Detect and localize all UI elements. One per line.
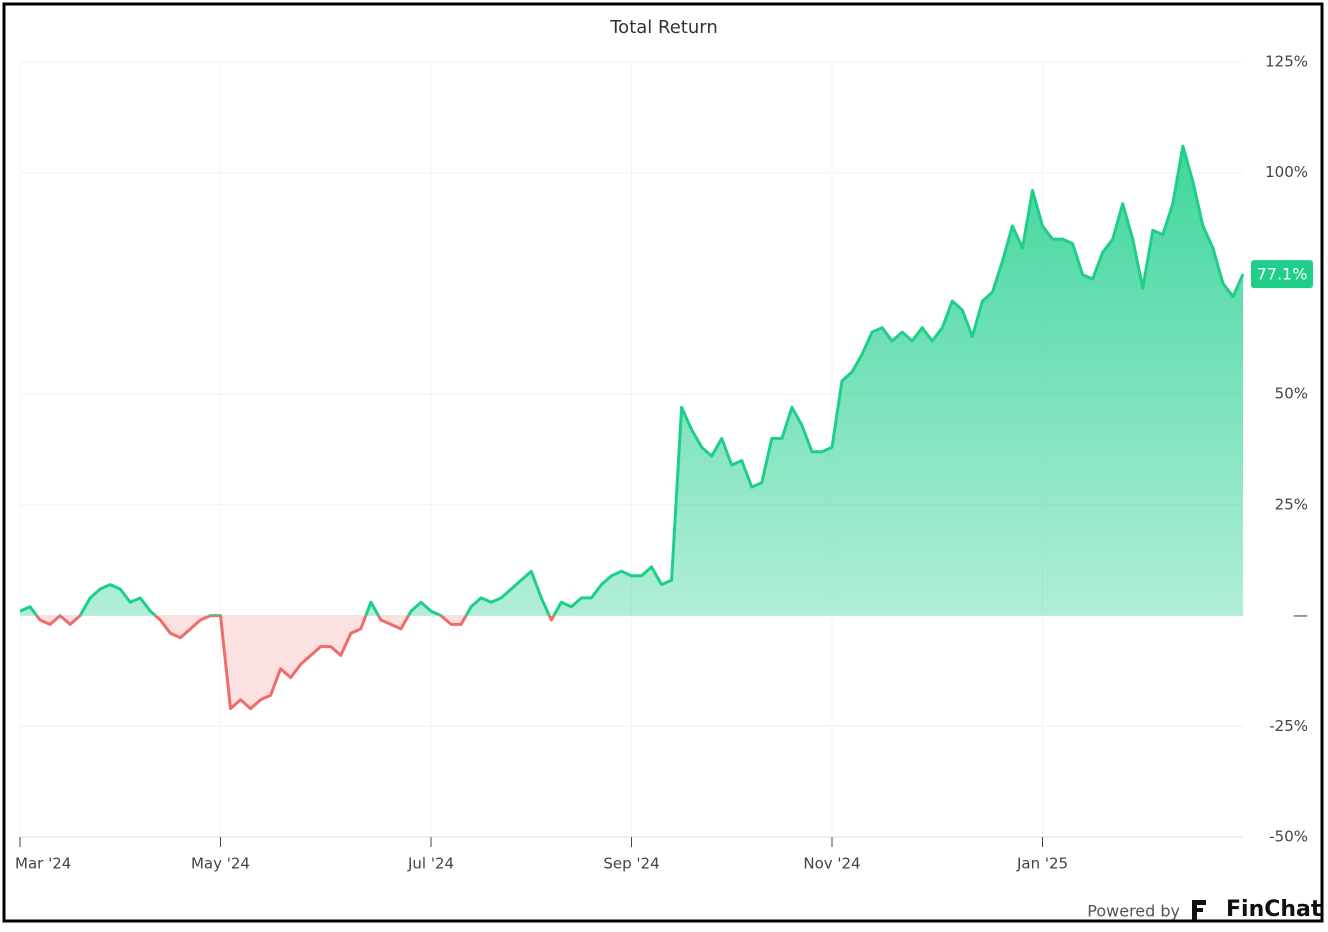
y-tick-label: 25% xyxy=(1275,495,1308,513)
footer-prefix: Powered by xyxy=(1087,902,1180,921)
y-tick-label: -50% xyxy=(1269,828,1308,846)
line-negative xyxy=(34,615,556,711)
line-positive xyxy=(19,144,1245,616)
x-tick-label: May '24 xyxy=(191,855,250,873)
y-tick-label: 50% xyxy=(1275,385,1308,403)
brand-logo xyxy=(1192,900,1206,920)
y-tick-label: — xyxy=(1293,606,1308,624)
chart-title: Total Return xyxy=(609,17,718,38)
y-tick-label: 125% xyxy=(1265,53,1308,71)
x-tick-label: Jul '24 xyxy=(407,855,454,873)
end-badge xyxy=(1251,260,1313,289)
plot: 125% 100% 50% 25% — -25% -50% Mar '24 May '24 Jul… xyxy=(15,53,1313,873)
footer-brand: FinChat xyxy=(1226,897,1322,922)
y-tick-label: 100% xyxy=(1265,163,1308,181)
x-tick-label: Sep '24 xyxy=(603,855,659,873)
x-tick-label: Jan '25 xyxy=(1016,855,1068,873)
area-positive xyxy=(20,146,1243,616)
y-tick-label: -25% xyxy=(1269,717,1308,735)
area-negative xyxy=(36,615,554,709)
x-tick-label: Nov '24 xyxy=(803,855,860,873)
end-label: 77.1% xyxy=(1257,265,1308,284)
x-tick-label: Mar '24 xyxy=(15,855,71,873)
